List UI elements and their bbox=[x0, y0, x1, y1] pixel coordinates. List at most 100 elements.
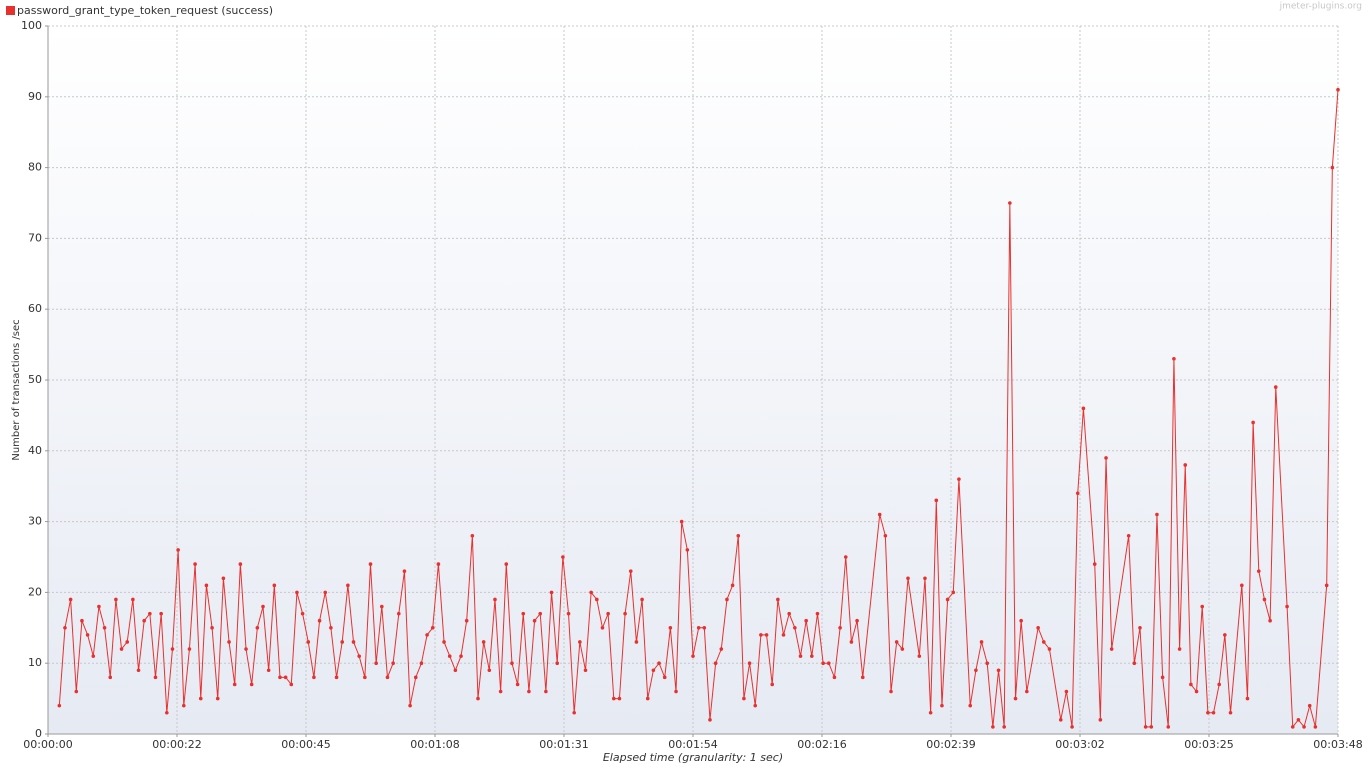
data-point bbox=[764, 633, 769, 637]
data-point bbox=[1245, 696, 1250, 701]
data-point bbox=[368, 562, 373, 566]
data-point bbox=[776, 597, 780, 602]
data-point bbox=[538, 611, 543, 616]
data-point bbox=[544, 689, 548, 694]
data-point bbox=[527, 689, 531, 694]
watermark: jmeter-plugins.org bbox=[1279, 2, 1362, 12]
data-point bbox=[770, 682, 775, 687]
data-point bbox=[928, 710, 933, 715]
data-point bbox=[340, 640, 345, 644]
data-point bbox=[1313, 725, 1318, 729]
data-point bbox=[1324, 583, 1329, 588]
data-point bbox=[1041, 640, 1046, 644]
data-point bbox=[289, 682, 294, 687]
data-point bbox=[1002, 725, 1006, 729]
data-point bbox=[736, 533, 741, 538]
data-point bbox=[968, 703, 973, 708]
data-point bbox=[493, 597, 497, 602]
data-point bbox=[793, 626, 797, 630]
data-point bbox=[278, 675, 282, 680]
data-point bbox=[821, 661, 825, 665]
data-point bbox=[63, 626, 67, 630]
data-point bbox=[187, 647, 192, 651]
data-point bbox=[1336, 87, 1340, 92]
data-point bbox=[787, 611, 791, 616]
data-point bbox=[329, 626, 333, 630]
x-tick-label: 00:02:39 bbox=[926, 738, 975, 751]
x-tick-label: 00:01:08 bbox=[410, 738, 459, 751]
data-point bbox=[917, 654, 922, 658]
data-point bbox=[1200, 604, 1205, 609]
y-tick-label: 80 bbox=[28, 161, 42, 174]
data-point bbox=[221, 576, 226, 581]
data-point bbox=[1285, 604, 1289, 609]
data-point bbox=[1138, 626, 1142, 630]
data-point bbox=[900, 647, 905, 651]
data-point bbox=[1251, 420, 1255, 425]
x-tick-label: 00:03:02 bbox=[1055, 738, 1104, 751]
data-point bbox=[487, 668, 492, 673]
legend-label: password_grant_type_token_request (succe… bbox=[17, 4, 273, 17]
data-point bbox=[476, 696, 480, 701]
data-point bbox=[408, 703, 412, 708]
data-point bbox=[170, 647, 175, 651]
y-tick-label: 40 bbox=[28, 444, 42, 457]
x-tick-label: 00:01:31 bbox=[539, 738, 588, 751]
data-point bbox=[923, 576, 927, 581]
data-point bbox=[1217, 682, 1221, 687]
data-point bbox=[634, 640, 639, 644]
data-point bbox=[521, 611, 526, 616]
legend-swatch bbox=[6, 6, 15, 15]
data-point bbox=[1058, 718, 1063, 722]
data-point bbox=[351, 640, 356, 644]
data-point bbox=[1172, 356, 1176, 361]
data-point bbox=[1098, 718, 1103, 722]
data-point bbox=[730, 583, 735, 588]
data-point bbox=[198, 696, 203, 701]
data-point bbox=[119, 647, 124, 651]
data-point bbox=[651, 668, 656, 673]
data-point bbox=[232, 682, 237, 687]
data-point bbox=[708, 718, 712, 722]
data-point bbox=[436, 562, 441, 566]
data-point bbox=[498, 689, 503, 694]
data-point bbox=[566, 611, 571, 616]
data-point bbox=[193, 562, 197, 566]
data-point bbox=[425, 633, 429, 637]
data-point bbox=[227, 640, 231, 644]
data-point bbox=[215, 696, 220, 701]
y-tick-label: 10 bbox=[28, 656, 42, 669]
data-point bbox=[838, 626, 842, 630]
data-point bbox=[804, 618, 808, 623]
data-point bbox=[725, 597, 729, 602]
data-point bbox=[713, 661, 718, 665]
data-point bbox=[413, 675, 418, 680]
data-point bbox=[1132, 661, 1137, 665]
x-tick-label: 00:00:22 bbox=[152, 738, 201, 751]
data-point bbox=[181, 703, 186, 708]
x-tick-label: 00:00:45 bbox=[281, 738, 330, 751]
data-point bbox=[1302, 725, 1306, 729]
data-point bbox=[464, 618, 469, 623]
data-point bbox=[244, 647, 248, 651]
data-point bbox=[210, 626, 214, 630]
data-point bbox=[685, 548, 690, 552]
data-point bbox=[894, 640, 899, 644]
data-point bbox=[623, 611, 627, 616]
data-point bbox=[68, 597, 73, 602]
data-point bbox=[940, 703, 944, 708]
data-point bbox=[91, 654, 96, 658]
data-point bbox=[1268, 618, 1272, 623]
data-point bbox=[855, 618, 859, 623]
y-tick-label: 20 bbox=[28, 585, 42, 598]
data-point bbox=[532, 618, 537, 623]
data-point bbox=[1228, 710, 1233, 715]
data-point bbox=[561, 555, 565, 559]
x-axis-title: Elapsed time (granularity: 1 sec) bbox=[603, 751, 783, 764]
data-point bbox=[1047, 647, 1052, 651]
data-point bbox=[1008, 201, 1012, 205]
data-point bbox=[832, 675, 837, 680]
data-point bbox=[1092, 562, 1097, 566]
data-point bbox=[1013, 696, 1018, 701]
data-point bbox=[1194, 689, 1199, 694]
